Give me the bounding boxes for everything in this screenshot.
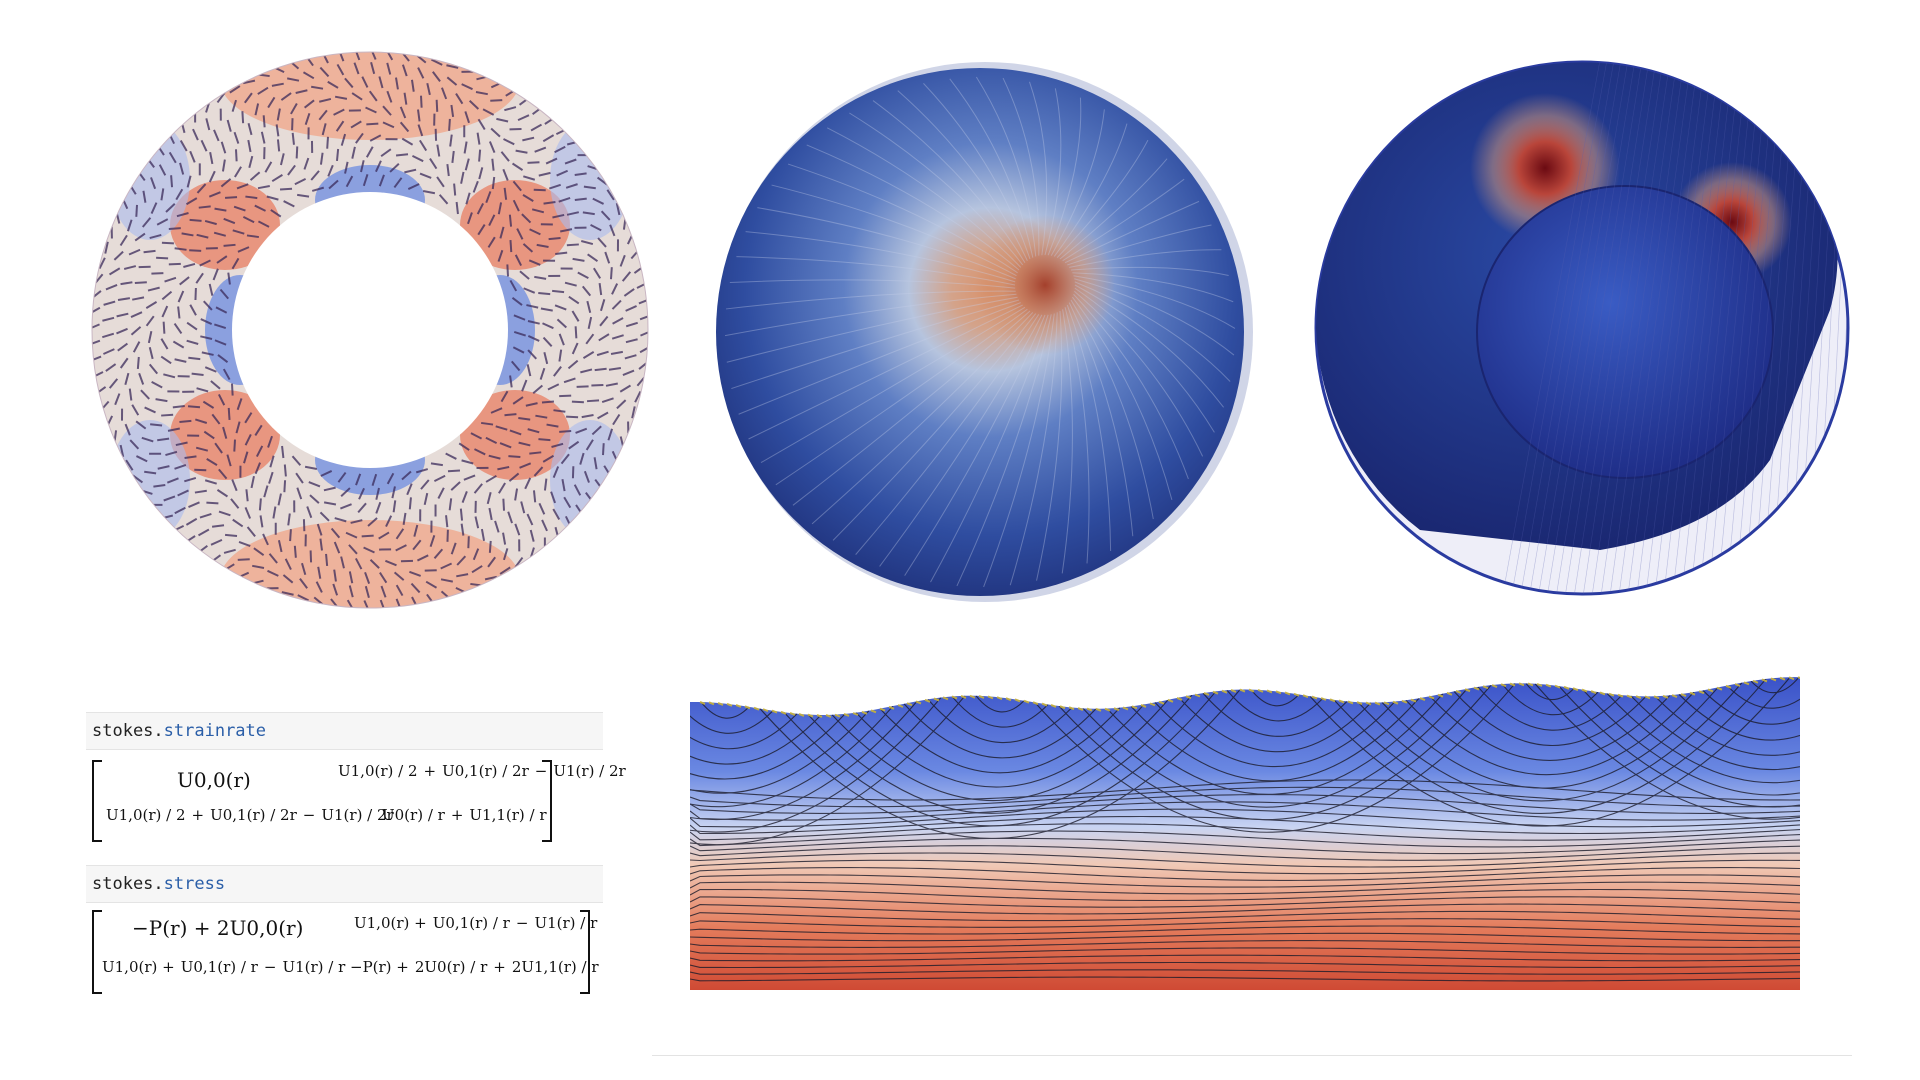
matrix-cell-21: U1,0(r) + U0,1(r) / r − U1(r) / r (102, 958, 346, 976)
left-bracket (92, 910, 102, 994)
right-bracket (580, 910, 590, 994)
cutaway-sphere-plot (1314, 60, 1850, 596)
matrix-cell-12: U1,0(r) / 2 + U0,1(r) / 2r − U1(r) / 2r (338, 762, 626, 780)
left-bracket (92, 760, 102, 842)
matrix-cell-11: U0,0(r) (177, 768, 251, 792)
code-object: stokes. (92, 721, 164, 741)
code-cell-stress[interactable]: stokes.stress (86, 865, 603, 903)
matrix-cell-11: −P(r) + 2U0,0(r) (132, 916, 304, 940)
right-bracket (542, 760, 552, 842)
code-attribute: stress (163, 874, 226, 894)
matrix-cell-22: −P(r) + 2U0(r) / r + 2U1,1(r) / r (350, 958, 599, 976)
code-object: stokes. (92, 874, 164, 894)
code-cell-strainrate[interactable]: stokes.strainrate (86, 712, 603, 750)
stress-matrix: −P(r) + 2U0,0(r) U1,0(r) + U0,1(r) / r −… (92, 910, 599, 994)
code-attribute: strainrate (163, 721, 267, 741)
strainrate-matrix: U0,0(r) U1,0(r) / 2 + U0,1(r) / 2r − U1(… (92, 760, 626, 842)
matrix-cell-12: U1,0(r) + U0,1(r) / r − U1(r) / r (354, 914, 598, 932)
sphere-streamline-plot (716, 62, 1253, 602)
matrix-cell-22: U0(r) / r + U1,1(r) / r (382, 806, 547, 824)
convection-streamline-plot (690, 676, 1800, 990)
section-divider (652, 1055, 1852, 1056)
matrix-cell-21: U1,0(r) / 2 + U0,1(r) / 2r − U1(r) / 2r (106, 806, 394, 824)
annulus-velocity-plot (90, 50, 650, 610)
